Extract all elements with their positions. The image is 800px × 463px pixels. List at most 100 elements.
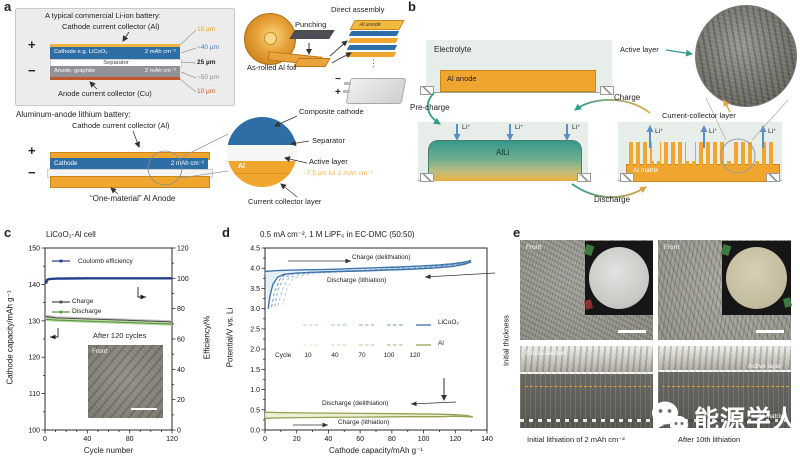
legend-al: Al (438, 340, 444, 347)
svg-text:120: 120 (28, 355, 40, 362)
al-anode-bar-label: Al anode (447, 74, 477, 83)
caption-after-10th: After 10th lithiation (678, 435, 741, 444)
holder-accent (783, 297, 792, 308)
holder-accent (584, 299, 593, 310)
e-active-layer-label: Active layer (748, 363, 782, 370)
chart-voltage-profiles: 0 20 40 60 80 100 120 140 0.0 0.5 1.0 1.5 2.0 2.5 3.0 3… (250, 246, 496, 443)
anno-charge-lithiation: Charge (lithiation) (338, 419, 390, 426)
chart-c-ylabel-left: Cathode capacity/mAh g⁻¹ (5, 290, 15, 385)
scale-bar (618, 330, 646, 333)
substrate-line (658, 419, 791, 422)
svg-text:40: 40 (83, 436, 91, 443)
punching-label: Punching (295, 20, 327, 29)
cathode-layer-name: Cathode e.g. LiCoO₂ (54, 49, 108, 56)
legend-cycle-label: Cycle (275, 352, 292, 359)
inset-al-label: Al (238, 163, 245, 170)
pouch-cell (345, 78, 407, 104)
svg-text:80: 80 (126, 436, 134, 443)
svg-text:4.0: 4.0 (250, 266, 260, 273)
svg-text:0: 0 (177, 428, 181, 435)
scale-bar (756, 330, 784, 333)
one-material-label: “One-material” Al Anode (90, 194, 176, 203)
cycle-70: 70 (358, 352, 366, 359)
interface-dashed-line (662, 386, 789, 387)
svg-text:80: 80 (177, 306, 185, 313)
inset-collector-divider (227, 173, 297, 174)
electrolyte-label: Electrolyte (434, 45, 472, 54)
clamp-tab (620, 173, 634, 182)
cathode-layer: Cathode e.g. LiCoO₂ 2 mAh cm⁻² (50, 47, 180, 59)
stack-al-anode-label: Al anode (357, 22, 383, 28)
li-ion-label: Li⁺ (655, 128, 664, 135)
thickness-50um: ~50 µm (197, 74, 219, 81)
svg-text:3.5: 3.5 (250, 286, 260, 293)
active-layer-callout-arrow (665, 49, 693, 57)
svg-text:60: 60 (356, 436, 364, 443)
panel-b-label: b (408, 0, 416, 14)
chart-c-ylabel-right: Efficiency/% (202, 315, 212, 360)
al-cathode-cc-arrow (132, 130, 141, 148)
anode-collector-label: Anode current collector (Cu) (58, 89, 152, 98)
commercial-battery-title: A typical commercial Li-ion battery: (45, 11, 161, 20)
sem-cross-10th (658, 346, 791, 428)
svg-text:150: 150 (28, 246, 40, 253)
inset-thickness-note: ~7.5 µm for 2 mAh cm⁻² (303, 170, 373, 177)
al-collector-layer (50, 44, 180, 47)
thickness-15um: 15 µm (197, 26, 216, 33)
chart-licoo2-al-cell: 0 40 80 120 100 110 120 130 140 150 0 20 40 60 80 100 12… (28, 246, 188, 444)
clamp-tab (600, 86, 614, 95)
front-label-right: Front (664, 244, 680, 251)
inset-front-label: Front (92, 348, 108, 355)
anode-inset-circle: Al (227, 117, 297, 187)
punch-press (289, 30, 335, 39)
panel-c-sem-inset: Front (88, 345, 163, 418)
chart-d-ylabel: Potential/V vs. Li (225, 307, 235, 368)
cathode-collector-label: Cathode current collector (Al) (62, 22, 160, 31)
anode-layer: Anode, graphite 2 mAh cm⁻² (50, 66, 180, 77)
inset-separator-zone (227, 145, 297, 162)
anode-loading: 2 mAh cm⁻² (144, 67, 176, 74)
al-battery-cathode-name: Cathode (54, 159, 78, 167)
svg-text:140: 140 (481, 436, 493, 443)
chart-d-xlabel: Cathode capacity/mAh g⁻¹ (328, 446, 424, 455)
panel-d-label: d (222, 225, 230, 240)
chart-d-title: 0.5 mA cm⁻², 1 M LiPF₆ in EC-DMC (50:50) (260, 230, 415, 239)
clamp-tab (577, 173, 591, 182)
stack-al-anode-chip: Al anode (349, 20, 405, 30)
punched-foil (293, 58, 331, 67)
svg-text:40: 40 (325, 436, 333, 443)
anno-discharge-lithiation: Discharge (lithiation) (327, 277, 387, 284)
cycle-10: 10 (304, 352, 312, 359)
roll-hub (264, 32, 277, 45)
legend-licoo2: LiCoO₂ (438, 319, 459, 326)
b-active-layer-label: Active layer (620, 45, 659, 54)
pouch-plus: + (335, 87, 341, 98)
legend-discharge: Discharge (72, 308, 102, 315)
cycle-100: 100 (383, 352, 395, 359)
alli-label: AlLi (496, 148, 510, 157)
coin-photo-right (720, 241, 792, 315)
chart-c-title: LiCoO₂-Al cell (46, 230, 96, 239)
svg-text:1.5: 1.5 (250, 367, 260, 374)
inset-active-layer-label: Active layer (309, 157, 348, 166)
thickness-25um: 25 µm (197, 59, 216, 66)
svg-text:20: 20 (177, 397, 185, 404)
al-battery-al-anode (50, 176, 210, 188)
stack-layer-cathode (348, 31, 400, 36)
initial-thickness-label: Initial thickness (501, 315, 511, 366)
li-ion-label: Li⁺ (768, 128, 777, 135)
coin-disc-right (726, 247, 787, 309)
svg-text:120: 120 (166, 436, 178, 443)
separator-name: Separator (103, 59, 129, 66)
clamp-tab (420, 173, 434, 182)
front-label-left: Front (526, 244, 542, 251)
svg-text:0.0: 0.0 (250, 428, 260, 435)
clamp-tab (766, 173, 780, 182)
pre-charge-label: Pre-charge (410, 103, 450, 112)
wechat-icon (652, 401, 688, 437)
svg-text:130: 130 (28, 318, 40, 325)
legend-charge: Charge (72, 298, 94, 305)
sem-cross-initial (520, 346, 653, 428)
b-current-collector-label: Current-collector layer (662, 111, 736, 120)
pouch-tab-2 (343, 90, 350, 93)
